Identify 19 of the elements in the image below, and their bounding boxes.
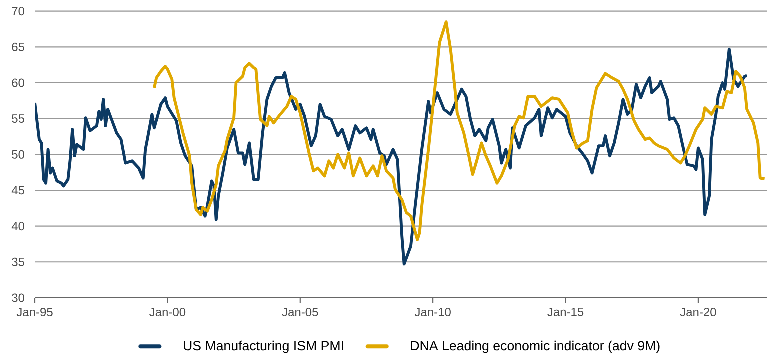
y-tick-label: 70: [12, 7, 25, 16]
y-tick-label: 45: [12, 186, 24, 195]
y-tick-label: 50: [12, 150, 25, 159]
x-tick-label: Jan-05: [282, 308, 318, 317]
x-tick-label: Jan-20: [680, 308, 716, 317]
legend-label: DNA Leading economic indicator (adv 9M): [411, 340, 660, 354]
y-tick-label: 35: [12, 258, 24, 266]
x-tick-label: Jan-10: [414, 308, 451, 317]
x-tick-label: Jan-15: [548, 308, 584, 316]
y-tick-label: 65: [12, 42, 24, 52]
x-tick-label: Jan-00: [150, 308, 186, 317]
x-tick-label: Jan-95: [16, 308, 53, 317]
y-tick-label: 40: [12, 222, 25, 231]
line-series: [35, 48, 749, 266]
y-tick-label: 60: [12, 78, 25, 88]
legend-label: US Manufacturing ISM PMI: [184, 340, 344, 354]
line-series: [152, 20, 766, 242]
y-tick-label: 55: [12, 114, 24, 124]
y-tick-label: 30: [12, 294, 25, 302]
